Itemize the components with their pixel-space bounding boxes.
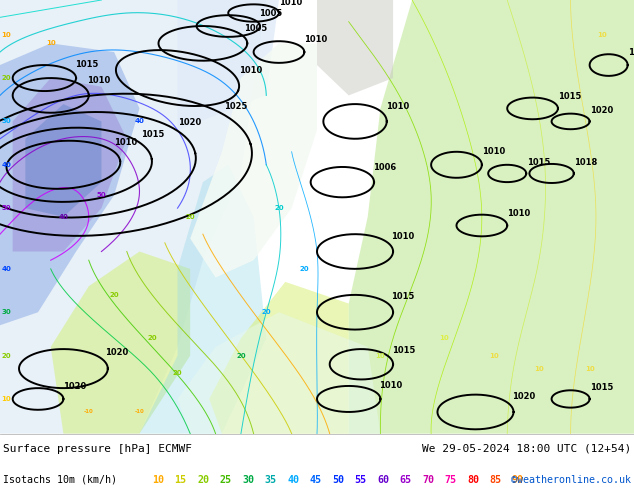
Text: We 29-05-2024 18:00 UTC (12+54): We 29-05-2024 18:00 UTC (12+54) (422, 444, 631, 454)
Text: 1010: 1010 (239, 66, 262, 74)
Polygon shape (0, 0, 266, 434)
Text: 1020: 1020 (63, 382, 86, 392)
Text: 1010: 1010 (379, 381, 403, 390)
Text: 20: 20 (172, 370, 183, 376)
Text: 1005: 1005 (245, 24, 268, 32)
Text: 20: 20 (236, 353, 246, 359)
Text: 10: 10 (585, 366, 595, 371)
Text: 20: 20 (274, 205, 284, 211)
Text: 30: 30 (1, 119, 11, 124)
Text: -10: -10 (134, 410, 145, 415)
Text: 10: 10 (152, 475, 164, 485)
Polygon shape (13, 78, 127, 251)
Text: 60: 60 (377, 475, 389, 485)
Text: 1020: 1020 (105, 348, 128, 357)
Text: 40: 40 (287, 475, 299, 485)
Text: 90: 90 (512, 475, 524, 485)
Polygon shape (317, 0, 393, 96)
Text: 45: 45 (309, 475, 321, 485)
Text: 40: 40 (1, 162, 11, 168)
Text: 35: 35 (264, 475, 276, 485)
Text: -10: -10 (84, 410, 94, 415)
Text: ©weatheronline.co.uk: ©weatheronline.co.uk (511, 475, 631, 485)
Text: 10: 10 (534, 366, 544, 371)
Text: 25: 25 (219, 475, 231, 485)
Text: 80: 80 (467, 475, 479, 485)
Text: 1006: 1006 (373, 163, 396, 172)
Polygon shape (178, 312, 380, 434)
Text: 15: 15 (174, 475, 186, 485)
Text: 10: 10 (439, 335, 449, 341)
Text: 50: 50 (1, 205, 11, 211)
Text: 10: 10 (375, 353, 385, 359)
Text: 10: 10 (1, 32, 11, 38)
Text: 1010: 1010 (114, 138, 137, 147)
Text: 1010: 1010 (304, 35, 327, 45)
Text: 1015: 1015 (590, 384, 614, 392)
Text: 1005: 1005 (259, 9, 282, 19)
Text: Surface pressure [hPa] ECMWF: Surface pressure [hPa] ECMWF (3, 444, 192, 454)
Polygon shape (349, 0, 634, 434)
Text: 1018: 1018 (574, 157, 597, 167)
Text: 1020: 1020 (628, 49, 634, 57)
Polygon shape (209, 282, 349, 434)
Text: 40: 40 (58, 214, 68, 220)
Text: 55: 55 (354, 475, 366, 485)
Text: 50: 50 (96, 192, 107, 198)
Text: 1015: 1015 (392, 345, 415, 354)
Polygon shape (51, 251, 190, 434)
Text: 10: 10 (597, 32, 607, 38)
Polygon shape (0, 44, 139, 325)
Polygon shape (178, 0, 279, 130)
Text: 1010: 1010 (87, 75, 110, 85)
Text: 1015: 1015 (527, 158, 550, 167)
Text: 50: 50 (332, 475, 344, 485)
Text: 65: 65 (399, 475, 411, 485)
Text: 20: 20 (1, 75, 11, 81)
Text: Isotachs 10m (km/h): Isotachs 10m (km/h) (3, 475, 117, 485)
Text: 1020: 1020 (590, 106, 614, 115)
Text: 20: 20 (147, 335, 157, 341)
Text: 1010: 1010 (482, 147, 505, 156)
Text: 1010: 1010 (279, 0, 302, 6)
Text: 1015: 1015 (558, 92, 581, 101)
Text: 1015: 1015 (75, 60, 98, 70)
Polygon shape (190, 44, 317, 277)
Text: 1020: 1020 (178, 118, 201, 127)
Text: 85: 85 (489, 475, 501, 485)
Text: 30: 30 (242, 475, 254, 485)
Text: 70: 70 (422, 475, 434, 485)
Polygon shape (139, 165, 266, 434)
Text: 20: 20 (185, 214, 195, 220)
Text: 1025: 1025 (224, 102, 247, 111)
Text: 40: 40 (134, 119, 145, 124)
Polygon shape (25, 104, 101, 217)
Text: 75: 75 (444, 475, 456, 485)
Text: 1010: 1010 (385, 101, 409, 111)
Text: 40: 40 (1, 266, 11, 272)
Text: 1015: 1015 (141, 130, 165, 140)
Text: 10: 10 (1, 396, 11, 402)
Text: 20: 20 (299, 266, 309, 272)
Text: 20: 20 (109, 292, 119, 298)
Text: 20: 20 (197, 475, 209, 485)
Text: 1020: 1020 (512, 392, 535, 401)
Text: 1010: 1010 (507, 209, 530, 218)
Text: 1015: 1015 (391, 293, 415, 301)
Text: 1010: 1010 (391, 232, 415, 241)
Text: 20: 20 (1, 353, 11, 359)
Text: 20: 20 (261, 309, 271, 315)
Text: 30: 30 (1, 309, 11, 315)
Text: 10: 10 (46, 40, 56, 47)
Text: 10: 10 (489, 353, 500, 359)
